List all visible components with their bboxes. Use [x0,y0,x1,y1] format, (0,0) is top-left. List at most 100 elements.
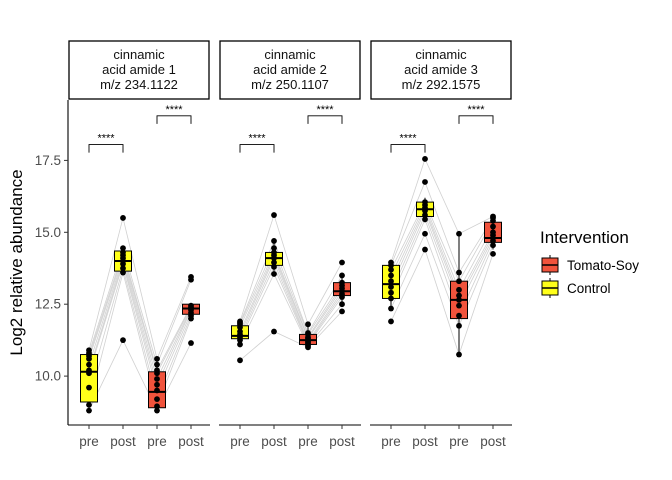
data-point [154,403,160,410]
x-tick-label: post [178,434,204,449]
legend-label: Tomato-Soy [567,258,639,273]
data-point [339,259,345,266]
data-point [120,265,126,272]
paired-line [390,218,494,317]
paired-line [88,272,192,408]
data-point [271,328,277,335]
paired-line [239,257,343,343]
data-point [237,318,243,325]
data-point [456,278,462,285]
data-point [422,230,428,237]
data-point [456,322,462,329]
significance-bracket [239,144,275,153]
facet-strip-label: acid amide 3 [404,62,478,77]
data-point [271,249,277,256]
y-tick-label: 12.5 [35,297,61,312]
significance-label: **** [467,104,485,116]
significance-bracket [156,115,192,124]
legend-title: Intervention [540,228,629,247]
data-point [490,250,496,257]
data-point [120,269,126,276]
y-tick-label: 15.0 [35,225,61,240]
data-point [388,289,394,296]
paired-line [390,209,494,301]
data-point [422,156,428,162]
legend-label: Control [567,281,611,296]
data-point [388,278,394,285]
data-point [154,361,160,368]
data-point [271,212,277,218]
facet-strip-label: m/z 292.1575 [402,77,481,92]
data-point [188,302,194,309]
legend-key [541,255,559,275]
data-point [388,295,394,302]
data-point [456,296,462,303]
data-point [456,312,462,319]
data-point [456,351,462,358]
data-point [120,245,126,252]
data-point [154,376,160,382]
paired-line [88,262,192,392]
data-point [456,292,462,299]
significance-label: **** [165,104,183,116]
data-point [422,246,428,253]
x-tick-label: pre [381,434,401,449]
facet-strip-label: acid amide 1 [102,62,176,77]
x-tick-label: post [480,434,506,449]
facet-strip [68,40,210,100]
data-point [86,361,92,368]
data-point [86,407,92,414]
data-point [120,249,126,256]
significance-label: **** [97,133,115,145]
paired-line [239,251,343,339]
data-point [154,387,160,394]
data-point [490,242,496,249]
data-point [237,328,243,335]
x-tick-label: post [329,434,355,449]
data-point [237,357,243,364]
significance-bracket [458,115,494,124]
data-point [456,286,462,293]
significance-bracket [88,144,124,153]
data-point [490,229,496,236]
facet-strip-label: cinnamic [264,47,316,62]
data-point [271,245,277,252]
data-point [388,305,394,312]
data-point [271,238,277,244]
significance-label: **** [316,104,334,116]
data-point [388,259,394,266]
paired-line [88,217,192,361]
data-point [305,321,311,328]
y-tick-label: 10.0 [35,369,61,384]
paired-line [239,254,343,340]
x-tick-label: pre [230,434,250,449]
paired-line [88,256,192,381]
x-tick-label: pre [79,434,99,449]
data-point [456,269,462,276]
data-point [154,396,160,403]
significance-bracket [390,144,426,153]
data-point [339,272,345,279]
data-point [339,301,345,308]
facet-strip-label: m/z 234.1122 [100,77,178,92]
data-point [154,407,160,414]
data-point [490,223,496,230]
data-point [271,263,277,270]
paired-line [390,157,494,263]
paired-line [390,213,494,307]
significance-label: **** [399,133,417,145]
data-point [388,284,394,290]
paired-line [88,339,192,412]
paired-line [239,239,343,334]
data-point [422,216,428,223]
paired-line [88,246,192,366]
x-tick-label: post [261,434,287,449]
facet-strip-label: cinnamic [113,47,165,62]
paired-line [390,248,494,356]
facet-strip-label: acid amide 2 [253,62,327,77]
data-point [86,384,92,391]
data-point [456,302,462,309]
